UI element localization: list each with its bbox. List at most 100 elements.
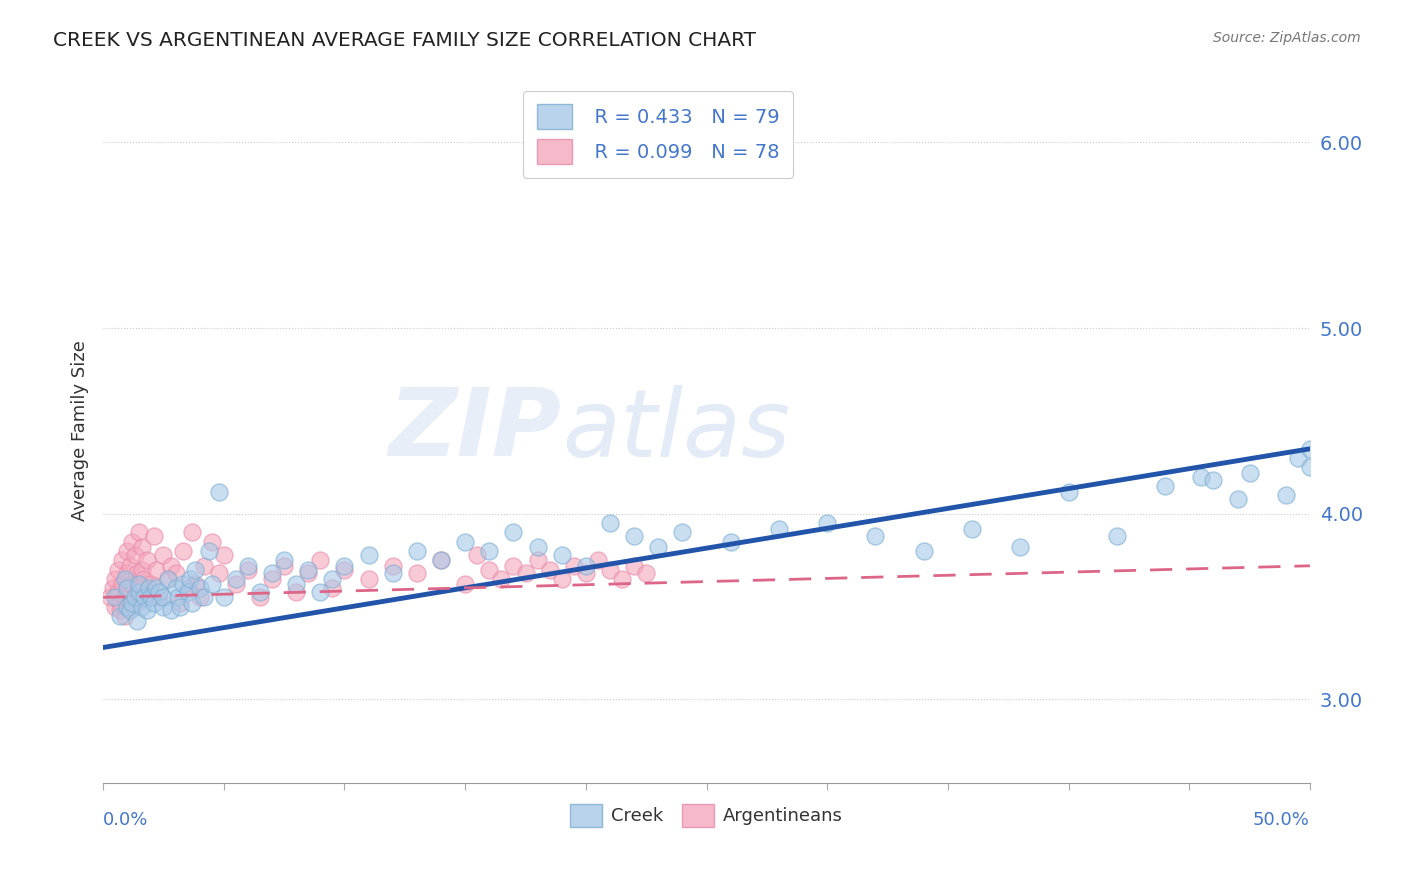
Point xyxy=(285,584,308,599)
Point xyxy=(114,572,136,586)
Point xyxy=(157,572,180,586)
Point xyxy=(526,540,548,554)
Point xyxy=(117,544,139,558)
Point xyxy=(148,584,170,599)
Point xyxy=(117,599,139,614)
Point xyxy=(599,562,621,576)
Point xyxy=(515,566,537,581)
Point xyxy=(114,591,136,605)
Point xyxy=(297,562,319,576)
Point xyxy=(636,566,658,581)
Point xyxy=(236,562,259,576)
Point xyxy=(575,566,598,581)
Point xyxy=(128,577,150,591)
Text: 50.0%: 50.0% xyxy=(1253,811,1310,829)
Point xyxy=(912,544,935,558)
Point xyxy=(152,591,174,605)
Point xyxy=(768,522,790,536)
Point xyxy=(1299,442,1322,456)
Point xyxy=(141,591,163,605)
Point xyxy=(165,581,187,595)
Point xyxy=(101,581,124,595)
Point xyxy=(671,525,693,540)
Text: atlas: atlas xyxy=(562,384,790,475)
Point xyxy=(212,548,235,562)
Point xyxy=(118,603,141,617)
Point xyxy=(198,544,221,558)
Point xyxy=(1154,479,1177,493)
Legend: Creek, Argentineans: Creek, Argentineans xyxy=(562,797,851,834)
Point xyxy=(125,596,148,610)
Point xyxy=(125,615,148,629)
Point xyxy=(815,516,838,530)
Point xyxy=(599,516,621,530)
Point xyxy=(465,548,488,562)
Point xyxy=(538,562,561,576)
Point xyxy=(357,572,380,586)
Point xyxy=(152,599,174,614)
Point xyxy=(165,566,187,581)
Point xyxy=(124,591,146,605)
Text: Source: ZipAtlas.com: Source: ZipAtlas.com xyxy=(1213,31,1361,45)
Point xyxy=(181,525,204,540)
Point xyxy=(169,596,191,610)
Point xyxy=(128,584,150,599)
Point xyxy=(135,603,157,617)
Point xyxy=(273,558,295,573)
Point xyxy=(157,572,180,586)
Point xyxy=(159,603,181,617)
Point xyxy=(131,562,153,576)
Point xyxy=(121,577,143,591)
Point xyxy=(1057,484,1080,499)
Point xyxy=(273,553,295,567)
Point xyxy=(131,599,153,614)
Point xyxy=(647,540,669,554)
Point xyxy=(526,553,548,567)
Point xyxy=(1226,491,1249,506)
Point xyxy=(960,522,983,536)
Point xyxy=(562,558,585,573)
Point xyxy=(108,609,131,624)
Point xyxy=(249,591,271,605)
Point xyxy=(610,572,633,586)
Point xyxy=(108,603,131,617)
Point xyxy=(124,548,146,562)
Point xyxy=(430,553,453,567)
Point xyxy=(107,562,129,576)
Point xyxy=(176,581,198,595)
Point xyxy=(181,596,204,610)
Point xyxy=(159,558,181,573)
Point xyxy=(117,584,139,599)
Point xyxy=(406,566,429,581)
Point xyxy=(249,584,271,599)
Point xyxy=(169,599,191,614)
Point xyxy=(262,572,284,586)
Text: CREEK VS ARGENTINEAN AVERAGE FAMILY SIZE CORRELATION CHART: CREEK VS ARGENTINEAN AVERAGE FAMILY SIZE… xyxy=(53,31,756,50)
Point xyxy=(141,577,163,591)
Point xyxy=(478,544,501,558)
Point xyxy=(128,581,150,595)
Point xyxy=(176,584,198,599)
Point xyxy=(193,591,215,605)
Point xyxy=(134,591,156,605)
Point xyxy=(502,525,524,540)
Point xyxy=(333,562,356,576)
Point xyxy=(125,566,148,581)
Point xyxy=(491,572,513,586)
Point xyxy=(134,572,156,586)
Point xyxy=(720,534,742,549)
Point xyxy=(184,577,207,591)
Point xyxy=(236,558,259,573)
Point xyxy=(1105,529,1128,543)
Point xyxy=(406,544,429,558)
Point xyxy=(1274,488,1296,502)
Point xyxy=(188,591,211,605)
Point xyxy=(208,484,231,499)
Point xyxy=(172,577,194,591)
Point xyxy=(145,562,167,576)
Point xyxy=(111,553,134,567)
Point xyxy=(104,572,127,586)
Point xyxy=(142,529,165,543)
Point xyxy=(212,591,235,605)
Point xyxy=(124,591,146,605)
